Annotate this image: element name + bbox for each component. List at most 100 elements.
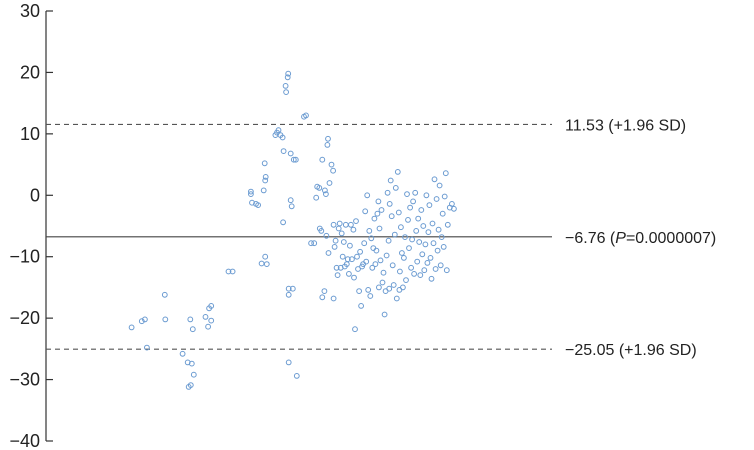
- data-point: [405, 217, 411, 223]
- data-point: [368, 235, 375, 242]
- data-point: [429, 220, 436, 227]
- data-point: [275, 127, 282, 134]
- data-point: [284, 74, 291, 81]
- data-point: [436, 182, 443, 189]
- data-point: [324, 142, 331, 148]
- data-point: [283, 89, 290, 95]
- data-point: [339, 253, 346, 260]
- data-point: [311, 240, 318, 247]
- data-point: [386, 201, 393, 207]
- data-point: [364, 192, 371, 199]
- data-point: [321, 288, 328, 295]
- data-point: [371, 215, 378, 222]
- data-point: [361, 240, 368, 247]
- data-point: [285, 70, 292, 77]
- y-tick-label: 30: [20, 1, 40, 21]
- data-point: [344, 256, 351, 263]
- data-point: [187, 316, 194, 323]
- data-point: [208, 317, 215, 324]
- data-point: [443, 267, 450, 274]
- data-point: [379, 279, 386, 286]
- data-point: [372, 261, 379, 268]
- data-point: [403, 277, 409, 284]
- data-point: [303, 112, 309, 119]
- data-point: [392, 185, 399, 191]
- y-tick-label: 20: [20, 62, 40, 82]
- data-point: [438, 234, 445, 241]
- data-point: [433, 196, 440, 202]
- data-point: [179, 350, 186, 357]
- data-point: [287, 150, 294, 157]
- data-point: [389, 262, 396, 269]
- data-point: [205, 323, 212, 330]
- mean-label-prefix: −6.76 (: [565, 230, 616, 247]
- data-point: [323, 232, 330, 239]
- data-point: [338, 230, 345, 237]
- data-point: [187, 382, 194, 389]
- data-point: [162, 316, 169, 323]
- data-point: [369, 264, 376, 271]
- data-point: [407, 204, 414, 211]
- data-point: [402, 234, 408, 241]
- data-point: [142, 316, 148, 323]
- data-point: [351, 274, 357, 281]
- data-point: [426, 202, 433, 209]
- data-point: [358, 303, 365, 309]
- data-point: [435, 226, 442, 233]
- data-point: [366, 228, 373, 234]
- data-point: [449, 201, 455, 207]
- data-point: [376, 225, 383, 232]
- data-point: [282, 83, 289, 89]
- data-point: [404, 191, 410, 198]
- data-point: [354, 253, 360, 260]
- data-point: [330, 167, 337, 174]
- data-point: [280, 148, 287, 155]
- data-point: [330, 221, 337, 228]
- upper_loa-label: 11.53 (+1.96 SD): [565, 117, 686, 134]
- y-tick-label: −20: [9, 308, 40, 328]
- data-point: [340, 239, 347, 245]
- data-point: [451, 205, 457, 212]
- data-point: [383, 252, 390, 259]
- data-point: [128, 324, 135, 331]
- mean-label: −6.76 (P=0.0000007): [565, 230, 716, 247]
- data-point: [425, 229, 432, 236]
- data-point: [208, 303, 215, 309]
- data-point: [313, 194, 320, 201]
- data-point: [427, 255, 434, 261]
- data-point: [355, 266, 361, 272]
- data-point: [292, 156, 299, 163]
- data-point: [434, 247, 441, 254]
- data-point: [290, 156, 297, 163]
- data-point: [258, 260, 265, 267]
- data-point: [431, 176, 438, 183]
- data-point: [415, 215, 422, 222]
- data-point: [288, 203, 295, 210]
- data-point: [409, 236, 416, 243]
- y-tick-label: −10: [9, 247, 40, 267]
- data-point: [395, 209, 402, 216]
- data-point: [377, 257, 384, 264]
- data-points: [128, 70, 457, 390]
- mean-label-suffix: =0.0000007): [626, 230, 716, 247]
- data-point: [418, 207, 425, 213]
- data-point: [421, 267, 428, 274]
- data-point: [396, 287, 403, 293]
- data-point: [420, 223, 427, 229]
- data-point: [432, 266, 439, 272]
- data-point: [325, 250, 332, 256]
- y-tick-label: −40: [9, 431, 40, 450]
- data-point: [353, 218, 359, 225]
- data-point: [308, 240, 315, 247]
- data-point: [261, 160, 268, 167]
- data-point: [336, 220, 343, 227]
- data-point: [430, 240, 437, 247]
- mean-label-p: P: [615, 230, 626, 247]
- data-point: [381, 311, 388, 318]
- data-point: [280, 219, 287, 226]
- data-point: [444, 221, 451, 228]
- data-point: [190, 371, 197, 378]
- data-point: [424, 260, 431, 266]
- data-point: [401, 255, 407, 261]
